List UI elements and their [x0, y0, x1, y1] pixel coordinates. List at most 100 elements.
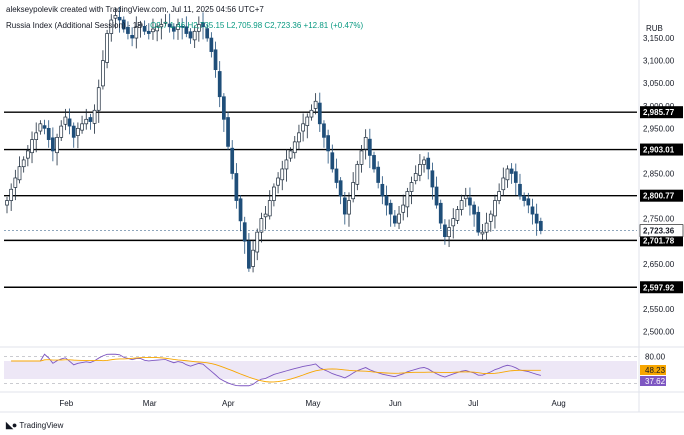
- candle-down: [88, 117, 93, 122]
- candle-down: [247, 240, 251, 269]
- candle-up: [138, 24, 143, 26]
- candle-down: [234, 173, 239, 201]
- candle-down: [342, 197, 347, 215]
- candle-up: [63, 116, 68, 125]
- candle-up: [347, 200, 351, 215]
- rsi-axis-label: 80.00: [645, 353, 666, 362]
- candle-up: [405, 191, 410, 208]
- candle-up: [480, 231, 485, 235]
- candle-down: [67, 118, 72, 127]
- x-tick-label: May: [305, 399, 320, 408]
- candle-down: [326, 135, 330, 152]
- candle-up: [34, 132, 39, 140]
- candle-up: [134, 26, 139, 39]
- x-tick-label: Feb: [59, 399, 73, 408]
- tradingview-logo[interactable]: ◣● TradingView: [6, 420, 63, 431]
- candle-up: [255, 231, 260, 253]
- candle-down: [530, 206, 535, 215]
- candle-up: [9, 188, 14, 201]
- candle-up: [38, 123, 43, 132]
- candle-up: [447, 227, 451, 238]
- candle-down: [184, 26, 189, 34]
- candle-up: [501, 177, 506, 191]
- y-tick-label: 2,850.00: [643, 169, 675, 178]
- candle-up: [313, 100, 318, 109]
- candle-up: [263, 213, 268, 218]
- candle-down: [322, 123, 326, 138]
- candle-up: [451, 218, 456, 227]
- candle-down: [121, 19, 126, 30]
- candle-down: [126, 26, 130, 34]
- candle-up: [397, 213, 401, 224]
- candle-up: [459, 200, 464, 210]
- candle-down: [317, 102, 322, 125]
- candle-down: [230, 147, 235, 174]
- candle-down: [476, 211, 481, 233]
- rsi-line: [11, 353, 541, 387]
- candle-down: [130, 34, 134, 39]
- candle-down: [222, 96, 226, 120]
- candle-up: [155, 26, 159, 32]
- y-tick-label: 2,550.00: [643, 305, 675, 314]
- level-price-tag: [640, 281, 683, 294]
- candle-down: [142, 25, 147, 32]
- candle-up: [151, 28, 155, 33]
- candle-up: [463, 195, 468, 200]
- candle-down: [522, 195, 526, 201]
- candle-up: [17, 166, 22, 181]
- y-tick-label: 3,150.00: [643, 34, 675, 43]
- candle-down: [217, 71, 222, 98]
- level-price-tag: [640, 234, 683, 247]
- candle-up: [105, 33, 109, 63]
- candle-down: [526, 198, 531, 206]
- candle-down: [188, 31, 193, 39]
- candle-down: [538, 220, 543, 231]
- candle-up: [484, 222, 489, 233]
- candle-up: [192, 30, 197, 41]
- candle-down: [367, 138, 372, 156]
- candle-down: [330, 152, 335, 170]
- candle-up: [301, 123, 305, 132]
- candle-up: [84, 118, 89, 125]
- rsi-value-tag: [640, 376, 666, 386]
- candle-down: [213, 49, 218, 71]
- candle-down: [201, 22, 205, 28]
- level-price-tag: [640, 143, 683, 156]
- level-price-label: 2,800.77: [643, 192, 675, 201]
- candle-down: [242, 222, 247, 242]
- candle-up: [163, 21, 168, 24]
- candle-down: [71, 125, 76, 138]
- candle-up: [488, 213, 493, 222]
- candle-up: [401, 204, 406, 213]
- candle-up: [96, 87, 101, 111]
- candle-up: [30, 139, 34, 154]
- candle-up: [113, 15, 118, 19]
- rsi-ma-value-label: 48.23: [645, 366, 666, 375]
- candle-up: [355, 164, 360, 185]
- candle-down: [226, 117, 230, 147]
- candle-up: [280, 168, 285, 181]
- tradingview-logo-icon: ◣●: [6, 420, 17, 430]
- ohlc-values: O2,7 1.46 H2,735.15 L2,705.98 C2,723.36 …: [150, 21, 364, 30]
- candle-up: [196, 24, 201, 32]
- symbol-legend: Russia Index (Additional Session) · 1D ·…: [6, 21, 363, 30]
- y-tick-label: 2,950.00: [643, 124, 675, 133]
- candle-up: [418, 164, 422, 176]
- candle-up: [284, 159, 289, 170]
- candle-up: [55, 137, 59, 154]
- candle-up: [505, 168, 510, 181]
- level-price-label: 2,597.92: [643, 283, 675, 292]
- candle-up: [59, 125, 64, 138]
- rsi-ma-value-tag: [640, 365, 666, 375]
- candle-down: [117, 16, 122, 21]
- candle-down: [334, 168, 339, 183]
- candle-down: [518, 183, 522, 197]
- candle-down: [509, 168, 514, 174]
- candle-up: [276, 177, 280, 186]
- candle-up: [251, 249, 255, 267]
- candle-up: [305, 116, 310, 126]
- candle-up: [109, 19, 114, 34]
- brand-name: TradingView: [19, 421, 64, 430]
